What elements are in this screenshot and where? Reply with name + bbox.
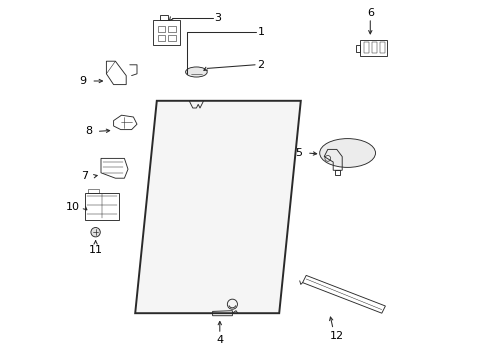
- Ellipse shape: [319, 139, 375, 167]
- Polygon shape: [135, 101, 301, 313]
- Text: 9: 9: [79, 76, 87, 86]
- Text: 11: 11: [89, 245, 102, 255]
- Text: 2: 2: [258, 60, 265, 70]
- Text: 7: 7: [81, 171, 88, 181]
- Circle shape: [91, 228, 100, 237]
- Text: 12: 12: [330, 330, 344, 341]
- Text: 4: 4: [216, 335, 223, 345]
- Text: 10: 10: [65, 202, 79, 212]
- Text: 8: 8: [85, 126, 92, 136]
- Ellipse shape: [186, 67, 207, 77]
- Text: 6: 6: [367, 8, 374, 18]
- Text: 3: 3: [215, 13, 221, 23]
- Text: 5: 5: [295, 148, 303, 158]
- Text: 1: 1: [258, 27, 265, 37]
